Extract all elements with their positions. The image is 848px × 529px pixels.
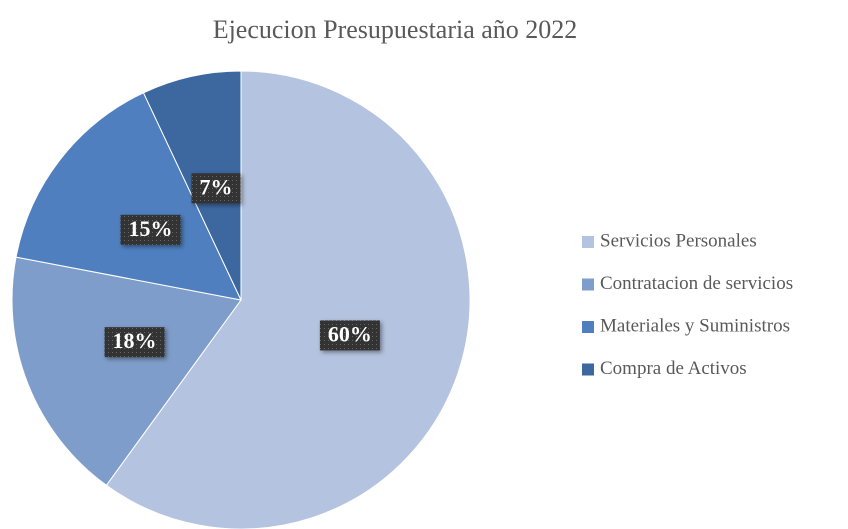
data-label-box [104,327,165,358]
pie-slice [11,256,242,486]
pie-slice [15,92,242,301]
legend-swatch [582,278,594,291]
data-label: 15% [120,214,181,245]
data-label-text: 18% [113,328,157,353]
pie-slice [105,70,471,529]
data-label: 18% [104,327,165,358]
data-label-text: 60% [328,321,372,346]
chart-title: Ejecucion Presupuestaria año 2022 [213,15,578,44]
data-label-box [191,173,241,204]
legend-text: Materiales y Suministros [600,315,790,336]
data-label-box [319,320,380,351]
data-label: 7% [191,173,241,204]
legend-swatch [582,321,594,333]
legend-swatch [582,236,594,248]
data-label: 60% [319,320,380,351]
legend-text: Servicios Personales [600,230,757,251]
data-label-box [120,214,181,245]
legend-text: Compra de Activos [600,358,747,379]
legend-swatch [582,363,594,376]
data-label-text: 7% [200,174,233,199]
data-label-text: 15% [129,216,173,241]
legend-text: Contratacion de servicios [600,273,793,294]
